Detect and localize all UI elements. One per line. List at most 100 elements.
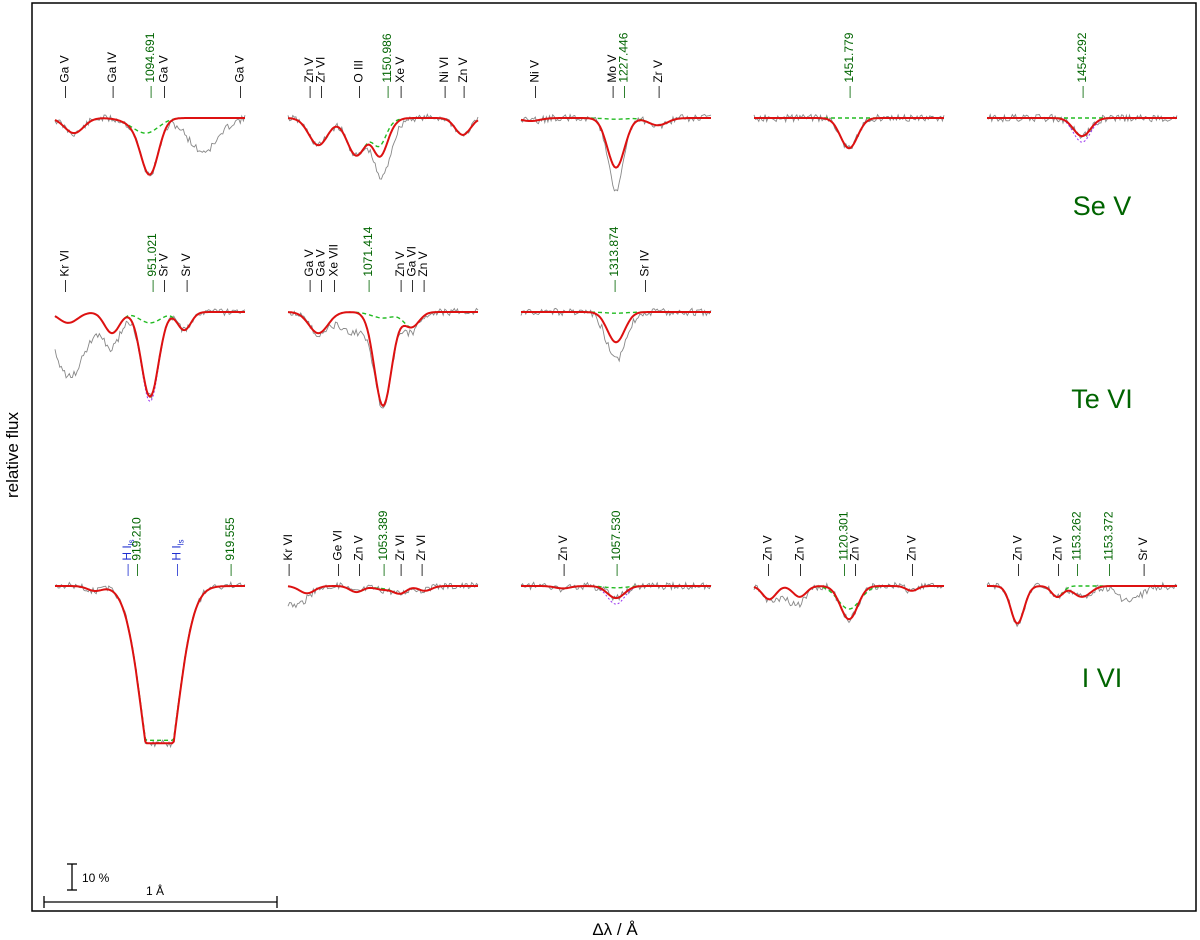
line-id-label: — Zn V [456,57,470,98]
line-id-label: — 919.210 [130,517,144,576]
line-id-label: — Mo V [605,55,619,98]
line-id-label: — Xe V [393,57,407,98]
line-id-label: — 1451.779 [842,32,856,98]
model-with-element [287,117,479,158]
line-id-label: — Xe VII [327,244,341,292]
line-id-label: — Kr VI [281,534,295,576]
line-id-label: — 1120.301 [836,511,850,576]
observed-spectrum [54,308,246,400]
line-id-label: — Ga V [156,55,170,98]
line-id-label: — Sr IV [638,250,652,292]
line-id-label: — 1227.446 [617,32,631,98]
model-with-element [987,585,1177,625]
line-id-label: — Zn V [416,251,430,292]
line-id-label: — 1057.530 [609,510,623,576]
line-id-subscript: ls [177,540,186,546]
line-id-label: — Ga V [313,249,327,292]
y-axis-label: relative flux [3,412,22,498]
line-id-label: — Zr VI [313,57,327,98]
line-id-label: — Sr V [179,253,193,292]
line-id-label: — 1454.292 [1075,32,1089,98]
model-with-element [287,585,478,595]
model-variant [54,311,245,403]
line-id-label: — Zr VI [393,535,407,576]
ion-label: Te VI [1071,384,1133,414]
panels-layer: — Ga V — Ga IV — 1094.691— Ga V — Ga V — Zn … [54,32,1178,749]
panel-te-951: — Kr VI — 951.021— Sr V — Sr V [54,233,246,403]
model-without-element [287,585,478,595]
line-id-label: — Zn V [1050,535,1064,576]
line-id-label: — Sr V [156,253,170,292]
line-id-label: — Ni VI [437,57,451,98]
line-id-label: — H Ils [170,540,186,576]
line-id-label: — Ga V [232,55,246,98]
panel-te-1313: — 1313.874 — Sr IV [520,226,712,363]
line-id-label: — Ga IV [105,52,119,98]
line-id-label: — 1153.372 [1102,511,1116,576]
line-id-label: — 1313.874 [607,226,621,292]
line-id-label: — Sr V [1136,537,1150,576]
line-id-label: — Ga V [58,55,72,98]
line-id-label: — Ga V [302,249,316,292]
observed-spectrum [520,307,712,363]
ion-label: Se V [1073,191,1132,221]
line-id-label: — Kr VI [58,250,72,292]
x-axis-label: Δλ / Å [592,920,638,939]
line-id-label: — 951.021 [145,233,159,292]
line-id-label: — 919.555 [223,517,237,576]
line-id-label: — Zn V [351,535,365,576]
line-id-label: — 1094.691 [143,32,157,98]
observed-spectrum [753,113,945,150]
ion-label: I VI [1082,663,1123,693]
plot-frame [31,2,1197,912]
model-with-element [521,584,711,600]
line-id-label: — Zn V [760,535,774,576]
panel-i-1153: — Zn V — Zn V — 1153.262 — 1153.372 — Sr V [986,511,1178,628]
model-with-element [55,585,245,745]
line-id-label: — 1053.389 [376,510,390,576]
line-id-label: — Zr V [651,60,665,98]
line-id-label: — Zn V [393,251,407,292]
wavelength-scale-label: 1 Å [146,883,164,898]
ion-labels-layer: Se V Te VI I VI [1071,191,1133,693]
line-id-label: — 1153.262 [1069,511,1083,576]
panel-i-919: — H Ils— 919.210— H Ils — 919.555 [54,517,246,749]
panel-se-1451: — 1451.779 [753,32,945,150]
model-without-element [987,585,1177,625]
line-id-label: — Ga VI [405,246,419,292]
panel-i-1053: — Kr VI — Ge VI — Zn V — 1053.389— Zr VI — Z… [281,510,479,609]
model-without-element [287,117,479,157]
line-id-label: — Zn V [1010,535,1024,576]
model-with-element [520,117,711,169]
scale-bar: 10 % 1 Å [43,863,278,908]
line-id-label: — O III [351,60,365,98]
model-with-element [987,117,1177,138]
panel-i-1120: — Zn V — Zn V — 1120.301— Zn V — Zn V [753,511,945,624]
model-with-element [54,311,245,399]
line-id-label: — Zn V [302,57,316,98]
observed-spectrum [287,307,479,409]
line-id-subscript: ls [127,540,136,546]
observed-spectrum [520,113,712,192]
panel-se-1454: — 1454.292 [986,32,1178,143]
panel-se-1227: — Ni V — Mo V— 1227.446 — Zr V [520,32,712,192]
observed-spectrum [54,580,246,749]
panel-se-1094: — Ga V — Ga IV — 1094.691— Ga V — Ga V [54,32,246,177]
line-id-label: — Zn V [793,535,807,576]
line-id-label: — Ge VI [330,530,344,576]
observed-spectrum [287,581,479,609]
line-id-label: — Zn V [905,535,919,576]
line-id-label: — Zn V [556,535,570,576]
model-without-element [55,585,245,741]
flux-scale-label: 10 % [82,871,110,885]
panel-te-1071: — Ga V— Ga V — Xe VII — 1071.414— Zn V— Ga… [287,226,479,409]
model-with-element [754,117,944,150]
observed-spectrum [753,581,945,624]
model-with-element [753,585,944,621]
line-id-label: — 1071.414 [361,226,375,292]
line-id-label: — H Ils [120,540,136,576]
line-id-label: — Zn V [848,535,862,576]
line-id-label: — Ni V [527,60,541,98]
model-without-element [54,117,245,134]
